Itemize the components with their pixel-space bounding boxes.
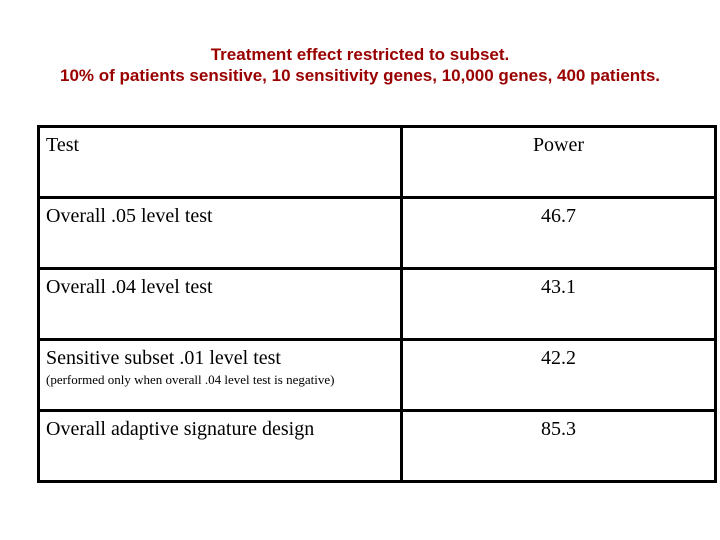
table-header-row: Test Power <box>37 125 717 199</box>
cell-test-label: Overall .05 level test <box>37 196 403 270</box>
cell-power-value: 46.7 <box>400 196 717 270</box>
table-row: Overall adaptive signature design 85.3 <box>37 409 717 483</box>
results-table: Test Power Overall .05 level test 46.7 O… <box>37 125 717 483</box>
cell-test-label: Overall adaptive signature design <box>37 409 403 483</box>
table-row: Overall .05 level test 46.7 <box>37 196 717 270</box>
cell-power-value: 85.3 <box>400 409 717 483</box>
cell-test-label: Sensitive subset .01 level test (perform… <box>37 338 403 412</box>
slide-title-line2: 10% of patients sensitive, 10 sensitivit… <box>60 66 660 85</box>
cell-test-main: Sensitive subset .01 level test <box>46 347 281 369</box>
slide-title: Treatment effect restricted to subset. 1… <box>0 44 720 86</box>
table-row: Sensitive subset .01 level test (perform… <box>37 338 717 412</box>
cell-power-value: 43.1 <box>400 267 717 341</box>
cell-test-label: Overall .04 level test <box>37 267 403 341</box>
header-test: Test <box>37 125 403 199</box>
cell-power-value: 42.2 <box>400 338 717 412</box>
table-row: Overall .04 level test 43.1 <box>37 267 717 341</box>
header-power: Power <box>400 125 717 199</box>
slide-title-line1: Treatment effect restricted to subset. <box>210 45 510 64</box>
cell-test-note: (performed only when overall .04 level t… <box>46 372 335 387</box>
